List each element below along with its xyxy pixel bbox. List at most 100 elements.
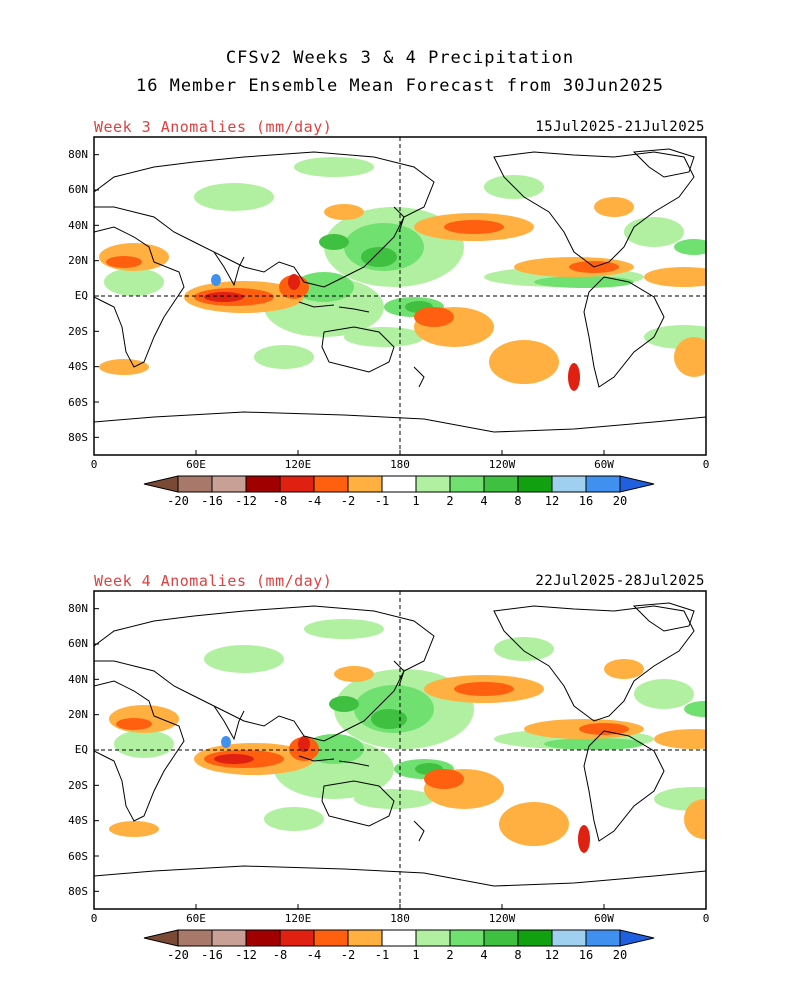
colorbar-label: -4 [306,948,322,962]
lon-label: 120W [488,912,516,925]
lat-label: 40N [68,219,88,232]
colorbar-label: 20 [612,494,628,508]
colorbar-label: 16 [578,494,594,508]
colorbar-swatch [177,929,213,947]
colorbar-swatch [245,929,281,947]
colorbar-swatch [313,929,349,947]
colorbar-max-arrow [619,929,655,947]
lat-label: 40S [68,814,88,827]
colorbar-label: 8 [514,494,522,508]
lat-label: EQ [74,289,88,302]
lat-label: 60S [68,850,88,863]
colorbar-label: -16 [201,494,223,508]
colorbar-label: -8 [272,948,288,962]
lon-label: 60E [186,912,206,925]
colorbar-1 [143,475,655,493]
colorbar-label: -20 [167,494,189,508]
colorbar-swatch [483,929,519,947]
lon-label: 0 [90,458,98,471]
colorbar-label: 1 [412,948,420,962]
lat-label: 40N [68,673,88,686]
colorbar-label: -1 [374,494,390,508]
colorbar-swatch [279,475,315,493]
lat-label: 20S [68,779,88,792]
colorbar-swatch [585,475,621,493]
lon-label: 120E [284,912,312,925]
lat-label: 40S [68,360,88,373]
colorbar-label: 4 [480,948,488,962]
colorbar-label: 1 [412,494,420,508]
lat-label: 60S [68,396,88,409]
colorbar-swatch [279,929,315,947]
colorbar-swatch [517,929,553,947]
lon-label: 0 [702,912,710,925]
lon-label: 120W [488,458,516,471]
lat-label: 80N [68,148,88,161]
colorbar-swatch [211,929,247,947]
colorbar-swatch [245,475,281,493]
lon-label: 180 [390,458,410,471]
lat-label: 60N [68,183,88,196]
lat-label: 20S [68,325,88,338]
colorbar-label: -12 [235,948,257,962]
colorbar-swatch [449,929,485,947]
colorbar-swatch [551,929,587,947]
lon-label: 60E [186,458,206,471]
colorbar-swatch [347,475,383,493]
colorbar-swatch [415,929,451,947]
panel2-title: Week 4 Anomalies (mm/day) [94,572,333,590]
colorbar-swatch [177,475,213,493]
lon-label: 180 [390,912,410,925]
colorbar-swatch [517,475,553,493]
colorbar-swatch [313,475,349,493]
colorbar-swatch [347,929,383,947]
colorbar-label: 16 [578,948,594,962]
lat-label: 20N [68,708,88,721]
colorbar-label: 2 [446,948,454,962]
colorbar-swatch [483,475,519,493]
colorbar-label: -2 [340,948,356,962]
colorbar-2 [143,929,655,947]
lat-label: 20N [68,254,88,267]
lat-label: 80S [68,431,88,444]
colorbar-max-arrow [619,475,655,493]
lon-label: 0 [702,458,710,471]
colorbar-swatch [211,475,247,493]
colorbar-min-arrow [143,929,179,947]
colorbar-label: -2 [340,494,356,508]
panel2-map [93,590,707,910]
colorbar-swatch [449,475,485,493]
colorbar-label: -16 [201,948,223,962]
colorbar-label: -1 [374,948,390,962]
colorbar-label: 12 [544,948,560,962]
chart-title-line2: 16 Member Ensemble Mean Forecast from 30… [135,76,665,96]
colorbar-swatch [415,475,451,493]
lon-label: 60W [594,912,614,925]
colorbar-label: -8 [272,494,288,508]
colorbar-swatch [585,929,621,947]
chart-title-line1: CFSv2 Weeks 3 & 4 Precipitation [225,48,575,68]
colorbar-label: 20 [612,948,628,962]
lat-label: 80S [68,885,88,898]
colorbar-label: 2 [446,494,454,508]
panel2-dates: 22Jul2025-28Jul2025 [535,573,705,589]
lon-label: 0 [90,912,98,925]
colorbar-swatch [551,475,587,493]
colorbar-min-arrow [143,475,179,493]
colorbar-swatch [381,475,417,493]
panel1-title: Week 3 Anomalies (mm/day) [94,118,333,136]
colorbar-label: 8 [514,948,522,962]
lat-label: 60N [68,637,88,650]
colorbar-swatch [381,929,417,947]
colorbar-label: 12 [544,494,560,508]
lat-label: 80N [68,602,88,615]
lon-label: 120E [284,458,312,471]
panel1-dates: 15Jul2025-21Jul2025 [535,119,705,135]
colorbar-label: -4 [306,494,322,508]
panel1-map [93,136,707,456]
lat-label: EQ [74,743,88,756]
colorbar-label: -20 [167,948,189,962]
colorbar-label: 4 [480,494,488,508]
colorbar-label: -12 [235,494,257,508]
